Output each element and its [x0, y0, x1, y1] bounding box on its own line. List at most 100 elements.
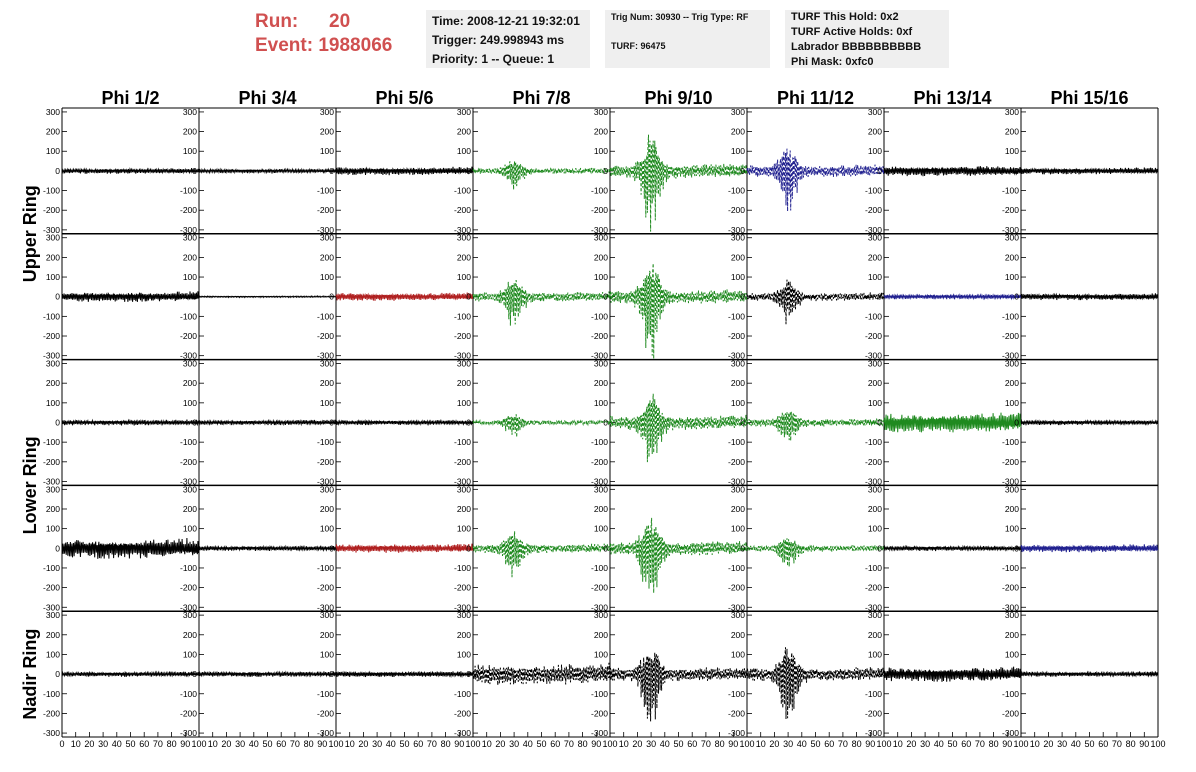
- y-tick-label: -100: [591, 186, 608, 196]
- y-tick-label: 200: [457, 127, 471, 137]
- waveform-trace: [198, 670, 336, 678]
- y-tick-label: -100: [43, 311, 60, 321]
- y-tick-label: -200: [43, 708, 60, 718]
- x-tick-label: 20: [84, 739, 94, 749]
- y-tick-label: -200: [728, 205, 745, 215]
- y-tick-label: 300: [1005, 107, 1019, 117]
- x-tick-label: 90: [1139, 739, 1149, 749]
- y-tick-label: 200: [183, 504, 197, 514]
- y-tick-label: 200: [594, 504, 608, 514]
- y-tick-label: 300: [320, 233, 334, 243]
- y-tick-label: -300: [1002, 476, 1019, 486]
- y-tick-label: 0: [877, 166, 882, 176]
- y-tick-label: -200: [43, 331, 60, 341]
- y-tick-label: 300: [183, 107, 197, 117]
- y-tick-label: 0: [329, 418, 334, 428]
- waveform-trace: [61, 537, 200, 559]
- y-tick-label: 300: [594, 610, 608, 620]
- waveform-trace: [472, 279, 611, 326]
- y-tick-label: -100: [1002, 563, 1019, 573]
- y-tick-label: -300: [317, 351, 334, 361]
- y-tick-label: -200: [591, 205, 608, 215]
- y-tick-label: 200: [594, 127, 608, 137]
- y-tick-label: 100: [457, 649, 471, 659]
- x-tick-label: 100: [465, 739, 480, 749]
- y-tick-label: 100: [183, 649, 197, 659]
- y-tick-label: 200: [320, 378, 334, 388]
- y-tick-label: -100: [317, 186, 334, 196]
- y-tick-label: 300: [320, 359, 334, 369]
- turf-line: TURF: 96475: [611, 41, 666, 51]
- y-tick-label: -200: [180, 457, 197, 467]
- waveform-trace: [198, 418, 337, 427]
- waveform-trace: [335, 418, 474, 427]
- y-tick-label: 0: [466, 543, 471, 553]
- y-tick-label: -200: [1002, 331, 1019, 341]
- x-tick-label: 100: [1150, 739, 1165, 749]
- y-tick-label: 100: [320, 524, 334, 534]
- y-tick-label: 100: [320, 272, 334, 282]
- y-tick-label: 0: [877, 543, 882, 553]
- y-tick-label: 300: [731, 610, 745, 620]
- y-tick-label: -100: [180, 689, 197, 699]
- y-tick-label: -300: [728, 225, 745, 235]
- y-tick-label: 300: [183, 359, 197, 369]
- x-tick-label: 20: [358, 739, 368, 749]
- ring-label: Lower Ring: [20, 436, 40, 534]
- y-tick-label: 300: [1005, 233, 1019, 243]
- y-tick-label: 0: [740, 418, 745, 428]
- y-tick-label: 0: [55, 166, 60, 176]
- y-tick-label: 0: [55, 292, 60, 302]
- y-tick-label: 0: [603, 292, 608, 302]
- x-tick-label: 70: [564, 739, 574, 749]
- y-tick-label: 0: [329, 543, 334, 553]
- y-tick-label: -300: [317, 602, 334, 612]
- x-tick-label: 10: [619, 739, 629, 749]
- y-tick-label: 100: [46, 272, 60, 282]
- y-tick-label: -200: [591, 583, 608, 593]
- column-header: Phi 9/10: [644, 88, 712, 108]
- y-tick-label: 300: [46, 610, 60, 620]
- x-tick-label: 10: [208, 739, 218, 749]
- y-tick-label: -300: [728, 351, 745, 361]
- y-tick-label: -200: [1002, 708, 1019, 718]
- y-tick-label: 0: [192, 543, 197, 553]
- y-tick-label: -200: [317, 708, 334, 718]
- y-tick-label: 0: [192, 418, 197, 428]
- x-tick-label: 70: [1112, 739, 1122, 749]
- waveform-trace: [472, 531, 611, 578]
- y-tick-label: 0: [740, 669, 745, 679]
- y-tick-label: 0: [740, 292, 745, 302]
- y-tick-label: -300: [43, 602, 60, 612]
- trig-info-box: Trig Num: 30930 -- Trig Type: RF TURF: 9…: [605, 10, 770, 68]
- x-tick-label: 70: [427, 739, 437, 749]
- y-tick-label: 0: [603, 543, 608, 553]
- y-tick-label: -200: [454, 331, 471, 341]
- y-tick-label: -200: [728, 708, 745, 718]
- y-tick-label: 300: [183, 233, 197, 243]
- x-tick-label: 90: [728, 739, 738, 749]
- y-tick-label: 100: [594, 398, 608, 408]
- y-tick-label: -300: [1002, 602, 1019, 612]
- y-tick-label: 300: [868, 359, 882, 369]
- y-tick-label: -300: [454, 476, 471, 486]
- y-tick-label: -300: [180, 602, 197, 612]
- y-tick-label: 200: [320, 630, 334, 640]
- x-tick-label: 70: [975, 739, 985, 749]
- y-tick-label: -300: [591, 476, 608, 486]
- y-tick-label: 100: [320, 146, 334, 156]
- x-tick-label: 80: [578, 739, 588, 749]
- x-tick-label: 100: [1013, 739, 1028, 749]
- y-tick-label: 100: [868, 272, 882, 282]
- y-tick-label: -200: [865, 331, 882, 341]
- y-tick-label: -100: [454, 563, 471, 573]
- y-tick-label: 300: [868, 610, 882, 620]
- x-tick-label: 30: [98, 739, 108, 749]
- x-tick-label: 30: [509, 739, 519, 749]
- y-tick-label: 100: [46, 649, 60, 659]
- y-tick-label: 0: [603, 669, 608, 679]
- y-tick-label: 300: [46, 484, 60, 494]
- y-tick-label: -300: [180, 351, 197, 361]
- y-tick-label: 100: [320, 398, 334, 408]
- y-tick-label: 200: [183, 630, 197, 640]
